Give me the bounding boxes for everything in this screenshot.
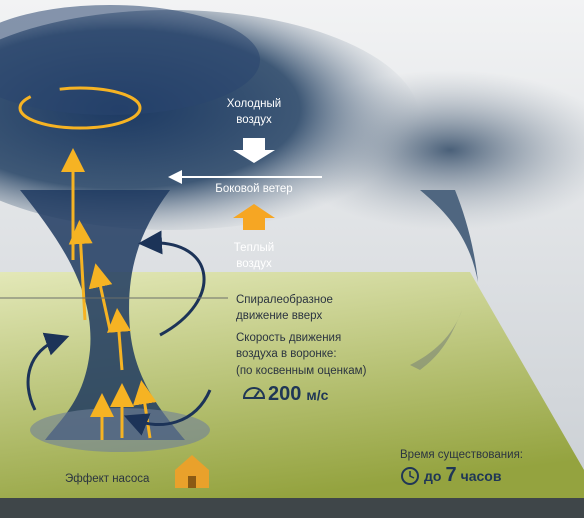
speed-value: 200 м/с <box>268 383 329 405</box>
lifetime-caption: Время существования: <box>400 449 523 461</box>
debris-cloud <box>30 408 210 452</box>
speed-caption: воздуха в воронке: <box>236 348 337 360</box>
speed-unit: м/с <box>306 387 328 403</box>
side-wind-label: Боковой ветер <box>215 183 292 195</box>
ground-edge <box>0 498 584 518</box>
speed-caption: Скорость движения <box>236 332 341 344</box>
spiral-label: Спиралеобразное <box>236 294 333 306</box>
lifetime-number: 7 <box>445 464 456 486</box>
pump-label: Эффект насоса <box>65 473 150 485</box>
cold-air-label: Холодный <box>227 98 281 110</box>
spiral-label: движение вверх <box>236 310 322 322</box>
lifetime-prefix: до <box>424 468 441 484</box>
tornado-infographic: Холодный воздух Боковой ветер Теплый воз… <box>0 0 584 518</box>
warm-air-label: воздух <box>236 258 272 270</box>
lifetime-unit: часов <box>461 468 502 484</box>
speed-caption: (по косвенным оценкам) <box>236 365 367 377</box>
speed-number: 200 <box>268 383 301 405</box>
cold-air-label: воздух <box>236 114 272 126</box>
warm-air-label: Теплый <box>234 242 274 254</box>
